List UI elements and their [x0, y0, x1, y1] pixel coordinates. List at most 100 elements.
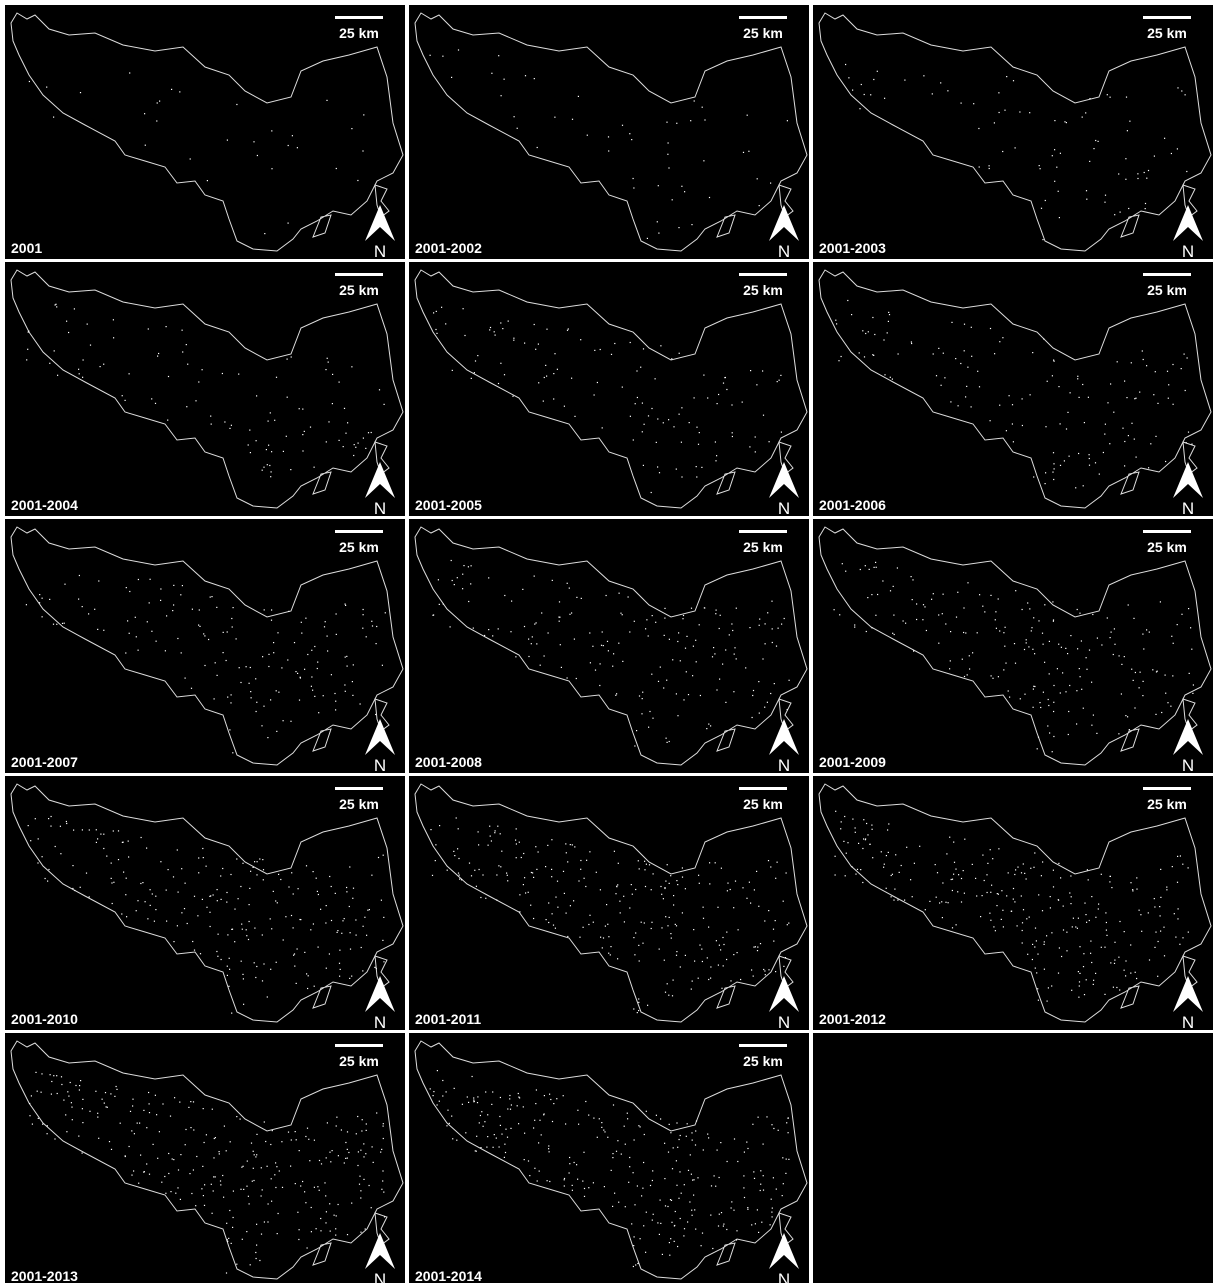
change-pixel: [593, 1118, 594, 1119]
change-pixel: [173, 585, 174, 586]
change-pixel: [933, 593, 934, 594]
change-pixel: [668, 1152, 669, 1153]
change-pixel: [191, 688, 192, 689]
change-pixel: [1113, 412, 1114, 413]
change-pixel: [553, 398, 554, 399]
change-pixel: [190, 158, 191, 159]
change-pixel: [223, 1197, 224, 1198]
change-pixel: [535, 349, 536, 350]
change-pixel: [629, 631, 630, 632]
change-pixel: [1154, 898, 1155, 899]
change-pixel: [633, 937, 634, 938]
change-pixel: [564, 1185, 565, 1186]
change-pixel: [320, 1218, 321, 1219]
change-pixel: [504, 1144, 505, 1145]
change-pixel: [587, 135, 588, 136]
change-pixel: [706, 728, 707, 729]
change-pixel: [625, 1144, 626, 1145]
change-pixel: [164, 1176, 165, 1177]
change-pixel: [457, 848, 458, 849]
change-pixel: [1078, 971, 1079, 972]
change-pixel: [344, 684, 345, 685]
change-pixel: [691, 989, 692, 990]
change-pixel: [291, 356, 292, 357]
change-pixel: [695, 1229, 696, 1230]
change-pixel: [859, 108, 860, 109]
change-pixel: [599, 1118, 600, 1119]
change-pixel: [445, 323, 446, 324]
map-panel: [813, 1033, 1213, 1283]
change-pixel: [932, 93, 933, 94]
change-pixel: [182, 330, 183, 331]
change-pixel: [708, 979, 709, 980]
change-pixel: [1154, 906, 1155, 907]
change-pixel: [910, 879, 911, 880]
change-pixel: [255, 1156, 256, 1157]
change-pixel: [56, 1075, 57, 1076]
change-pixel: [1065, 648, 1066, 649]
change-pixel: [151, 631, 152, 632]
map-panel: 25 kmN2001-2013: [5, 1033, 405, 1283]
change-pixel: [1143, 681, 1144, 682]
change-pixel: [708, 927, 709, 928]
change-pixel: [29, 1115, 30, 1116]
change-pixel: [185, 883, 186, 884]
change-pixel: [949, 837, 950, 838]
change-pixel: [347, 666, 348, 667]
change-pixel: [534, 324, 535, 325]
change-pixel: [762, 658, 763, 659]
change-pixel: [588, 924, 589, 925]
change-pixel: [763, 1190, 764, 1191]
change-pixel: [1005, 627, 1006, 628]
change-pixel: [1060, 877, 1061, 878]
change-pixel: [192, 941, 193, 942]
change-pixel: [246, 929, 247, 930]
change-pixel: [1049, 641, 1050, 642]
change-pixel: [263, 706, 264, 707]
change-pixel: [718, 965, 719, 966]
change-pixel: [717, 1150, 718, 1151]
change-pixel: [155, 896, 156, 897]
change-pixel: [26, 604, 27, 605]
change-pixel: [577, 1110, 578, 1111]
change-pixel: [135, 617, 136, 618]
change-pixel: [1084, 422, 1085, 423]
change-pixel: [1054, 361, 1055, 362]
change-pixel: [348, 1152, 349, 1153]
change-pixel: [1033, 867, 1034, 868]
change-pixel: [1175, 937, 1176, 938]
change-pixel: [551, 869, 552, 870]
change-pixel: [982, 855, 983, 856]
change-pixel: [641, 1195, 642, 1196]
change-pixel: [194, 950, 195, 951]
change-pixel: [681, 442, 682, 443]
change-pixel: [1093, 984, 1094, 985]
change-pixel: [882, 580, 883, 581]
region-outline: [415, 1041, 807, 1279]
change-pixel: [173, 1159, 174, 1160]
north-arrow: [365, 976, 395, 1012]
change-pixel: [325, 1195, 326, 1196]
change-pixel: [952, 890, 953, 891]
change-pixel: [295, 671, 296, 672]
change-pixel: [604, 1186, 605, 1187]
change-pixel: [1166, 887, 1167, 888]
change-pixel: [270, 918, 271, 919]
change-pixel: [1140, 672, 1141, 673]
change-pixel: [732, 630, 733, 631]
change-pixel: [157, 102, 158, 103]
change-pixel: [96, 829, 97, 830]
change-pixel: [136, 636, 137, 637]
change-pixel: [596, 872, 597, 873]
change-pixel: [229, 969, 230, 970]
change-pixel: [597, 382, 598, 383]
change-pixel: [574, 1162, 575, 1163]
change-pixel: [336, 168, 337, 169]
change-pixel: [248, 939, 249, 940]
change-pixel: [347, 1158, 348, 1159]
map-panel: 25 kmN2001-2004: [5, 262, 405, 516]
change-pixel: [1077, 376, 1078, 377]
change-pixel: [608, 136, 609, 137]
change-pixel: [576, 597, 577, 598]
change-pixel: [639, 868, 640, 869]
